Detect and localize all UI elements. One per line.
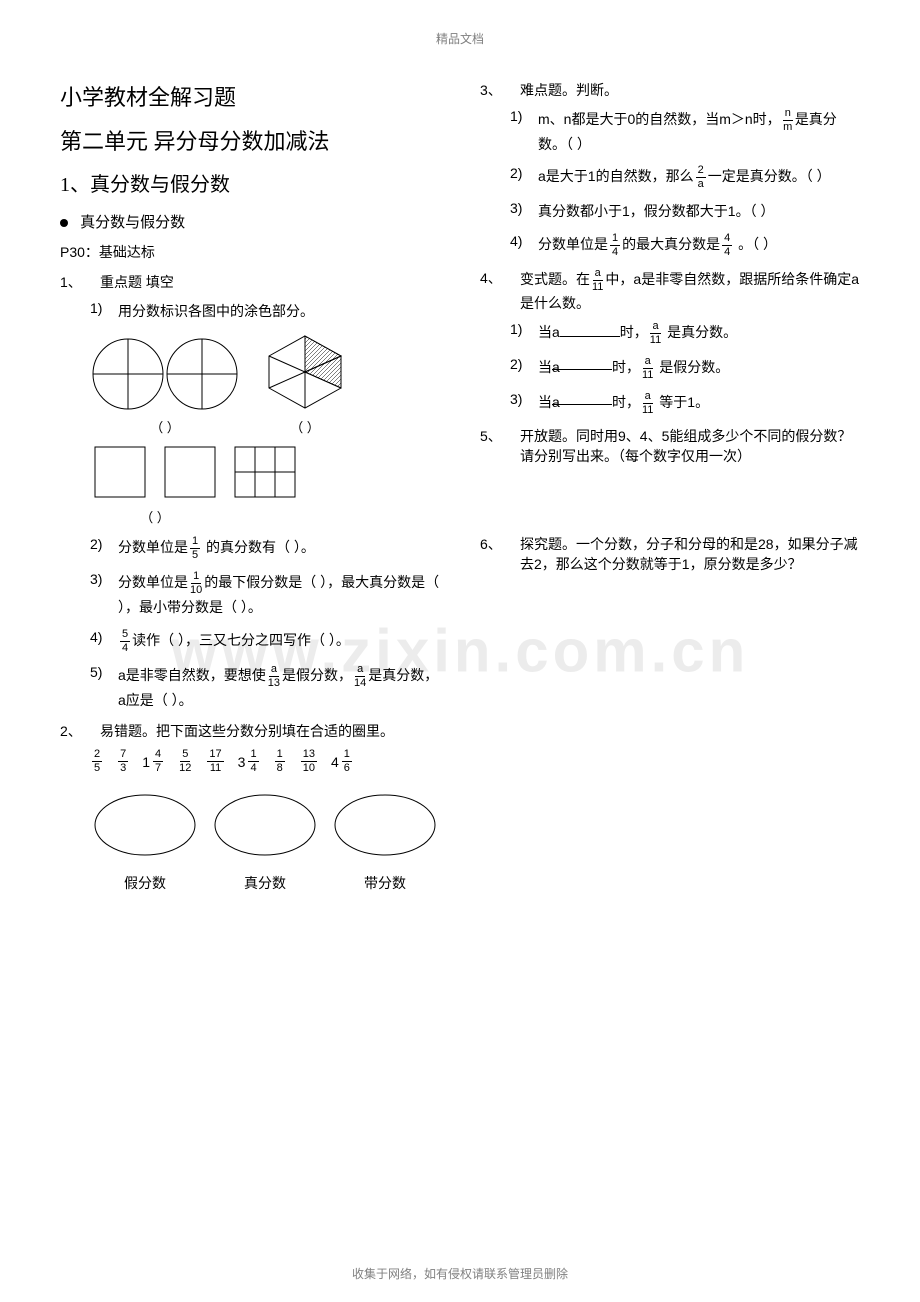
q3-s4: 4) 分数单位是14的最大真分数是44 。（ ） [510, 233, 860, 258]
q1-s5: 5) a是非零自然数，要想使a13是假分数，a14是真分数，a应是（ ）。 [90, 664, 440, 711]
q4-s1-num: 1) [510, 321, 538, 346]
bullet-text: 真分数与假分数 [80, 214, 185, 231]
q3-s1-num: 1) [510, 108, 538, 155]
q3-s2-num: 2) [510, 165, 538, 190]
q3-s4-num: 4) [510, 233, 538, 258]
fraction-item: 18 [273, 749, 287, 774]
q5: 5、 开放题。同时用9、4、5能组成多少个不同的假分数？请分别写出来。（每个数字… [480, 426, 860, 466]
fig3-label: （ ） [90, 507, 220, 526]
page-header: 精品文档 [0, 30, 920, 47]
q3-s2: 2) a是大于1的自然数，那么2a一定是真分数。（ ） [510, 165, 860, 190]
q4: 4、 变式题。在a11中，a是非零自然数，跟据所给条件确定a是什么数。 [480, 268, 860, 313]
q1: 1、 重点题 填空 [60, 272, 440, 292]
q3-s3-num: 3) [510, 200, 538, 222]
page-ref: P30：基础达标 [60, 242, 440, 262]
squares-figure: （ ） [90, 442, 310, 526]
oval-2: 真分数 [210, 790, 320, 893]
page-footer: 收集于网络，如有侵权请联系管理员删除 [0, 1265, 920, 1282]
fraction-item: 416 [331, 749, 354, 774]
q6-text: 探究题。一个分数，分子和分母的和是28，如果分子减去2，那么这个分数就等于1，原… [520, 534, 860, 574]
fig2-label: （ ） [260, 417, 350, 436]
q1-s2-text: 分数单位是15 的真分数有（ ）。 [118, 536, 440, 561]
bullet-icon [60, 219, 68, 227]
fraction-item: 512 [177, 749, 193, 774]
q6: 6、 探究题。一个分数，分子和分母的和是28，如果分子减去2，那么这个分数就等于… [480, 534, 860, 574]
right-column: 3、 难点题。判断。 1) m、n都是大于0的自然数，当m＞n时，nm是真分数。… [480, 80, 860, 893]
circles-figure: （ ） [90, 336, 240, 436]
title-main: 小学教材全解习题 [60, 80, 440, 112]
fraction-list: 25 73 147 512 1711 314 18 1310 416 [90, 749, 440, 774]
q1-s3-num: 3) [90, 571, 118, 618]
q4-s3-text: 当a时，a11 等于1。 [538, 391, 860, 416]
q3: 3、 难点题。判断。 [480, 80, 860, 100]
q4-s2-num: 2) [510, 356, 538, 381]
q4-s1: 1) 当a时，a11 是真分数。 [510, 321, 860, 346]
fraction-item: 1711 [205, 749, 225, 774]
q1-s4-num: 4) [90, 629, 118, 654]
q1-s1-num: 1) [90, 300, 118, 322]
q1-s3-text: 分数单位是110的最下假分数是（ ），最大真分数是（ ），最小带分数是（ ）。 [118, 571, 440, 618]
q2-text: 易错题。把下面这些分数分别填在合适的圈里。 [100, 721, 440, 741]
oval-1-label: 假分数 [90, 873, 200, 893]
q4-s3-num: 3) [510, 391, 538, 416]
fraction-item: 73 [116, 749, 130, 774]
oval-2-label: 真分数 [210, 873, 320, 893]
fig1-label: （ ） [90, 417, 240, 436]
q1-s2-num: 2) [90, 536, 118, 561]
q1-label: 1、 [60, 272, 100, 292]
title-unit: 第二单元 异分母分数加减法 [60, 124, 440, 156]
figures-row1: （ ） [90, 332, 440, 526]
oval-3-label: 带分数 [330, 873, 440, 893]
q3-s3: 3) 真分数都小于1，假分数都大于1。（ ） [510, 200, 860, 222]
q1-s2: 2) 分数单位是15 的真分数有（ ）。 [90, 536, 440, 561]
bullet-item: 真分数与假分数 [60, 211, 440, 232]
hexagon-figure: （ ） [260, 332, 350, 436]
fraction-item: 314 [238, 749, 261, 774]
fraction-item: 1310 [299, 749, 319, 774]
q1-s5-text: a是非零自然数，要想使a13是假分数，a14是真分数，a应是（ ）。 [118, 664, 440, 711]
left-column: 小学教材全解习题 第二单元 异分母分数加减法 1、真分数与假分数 真分数与假分数… [60, 80, 440, 893]
q4-s2-text: 当a时，a11 是假分数。 [538, 356, 860, 381]
q5-text: 开放题。同时用9、4、5能组成多少个不同的假分数？请分别写出来。（每个数字仅用一… [520, 426, 860, 466]
q4-s3: 3) 当a时，a11 等于1。 [510, 391, 860, 416]
q4-s1-text: 当a时，a11 是真分数。 [538, 321, 860, 346]
q3-label: 3、 [480, 80, 520, 100]
oval-3: 带分数 [330, 790, 440, 893]
q4-text: 变式题。在a11中，a是非零自然数，跟据所给条件确定a是什么数。 [520, 268, 860, 313]
q3-s1-text: m、n都是大于0的自然数，当m＞n时，nm是真分数。（ ） [538, 108, 860, 155]
fraction-item: 147 [142, 749, 165, 774]
q3-s1: 1) m、n都是大于0的自然数，当m＞n时，nm是真分数。（ ） [510, 108, 860, 155]
q3-s4-text: 分数单位是14的最大真分数是44 。（ ） [538, 233, 860, 258]
q1-s1: 1) 用分数标识各图中的涂色部分。 [90, 300, 440, 322]
title-section: 1、真分数与假分数 [60, 168, 440, 197]
ovals-row: 假分数 真分数 带分数 [90, 790, 440, 893]
q3-s3-text: 真分数都小于1，假分数都大于1。（ ） [538, 200, 860, 222]
q3-s2-text: a是大于1的自然数，那么2a一定是真分数。（ ） [538, 165, 860, 190]
fraction-item: 25 [90, 749, 104, 774]
q1-text: 重点题 填空 [100, 272, 440, 292]
q1-s5-num: 5) [90, 664, 118, 711]
q4-s2: 2) 当a时，a11 是假分数。 [510, 356, 860, 381]
oval-1: 假分数 [90, 790, 200, 893]
q3-text: 难点题。判断。 [520, 80, 860, 100]
q2-label: 2、 [60, 721, 100, 741]
q1-s3: 3) 分数单位是110的最下假分数是（ ），最大真分数是（ ），最小带分数是（ … [90, 571, 440, 618]
q1-s1-text: 用分数标识各图中的涂色部分。 [118, 300, 440, 322]
q5-label: 5、 [480, 426, 520, 466]
q1-s4: 4) 54读作（ ），三又七分之四写作（ ）。 [90, 629, 440, 654]
q4-label: 4、 [480, 268, 520, 313]
content: 小学教材全解习题 第二单元 异分母分数加减法 1、真分数与假分数 真分数与假分数… [60, 80, 860, 893]
q2: 2、 易错题。把下面这些分数分别填在合适的圈里。 [60, 721, 440, 741]
q6-label: 6、 [480, 534, 520, 574]
q1-s4-text: 54读作（ ），三又七分之四写作（ ）。 [118, 629, 440, 654]
